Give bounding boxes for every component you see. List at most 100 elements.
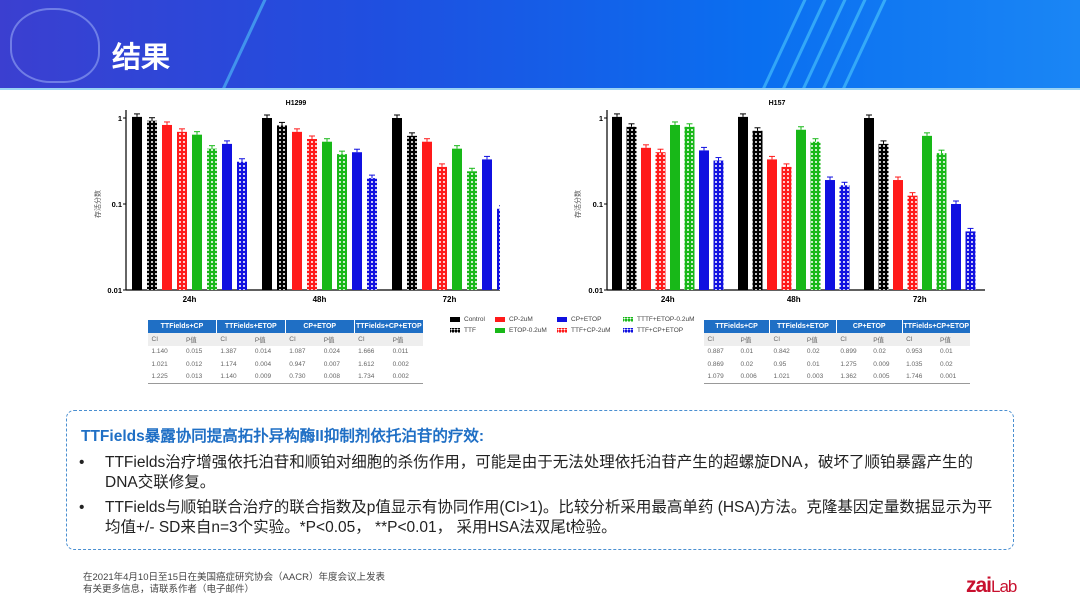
table-row: 1.079 0.006 1.021 0.003 1.362 0.005 1.746 0.001 (703, 370, 970, 384)
table-header: TTFields+CP (702, 320, 770, 333)
bar-ttf-cp-etop (497, 208, 500, 290)
table-header: TTFields+CP+ETOP (901, 320, 970, 333)
bar-cp-etop (222, 143, 232, 290)
bar-control (262, 118, 272, 290)
legend-label: TTF (464, 327, 476, 334)
chart-legend: Control CP-2uM CP+ETOP TTTF+ETOP-0.2uM TTF ET… (450, 316, 710, 334)
bar-etop-0-2um (322, 141, 332, 290)
y-tick-label: 1 (118, 114, 122, 123)
table-cell: 0.869 (707, 360, 724, 368)
bar-control (738, 116, 748, 290)
ci-table-h157: TTFields+CP TTFields+ETOP CP+ETOP TTFields+… (702, 320, 971, 384)
x-tick-label: 72h (913, 295, 927, 304)
bar-cp-2um (767, 159, 777, 290)
footer-note: 在2021年4月10日至15日在美国癌症研究协会（AACR）年度会议上发表 有关… (83, 572, 385, 596)
legend-item: Control (450, 316, 495, 323)
bar-ttf (626, 126, 637, 290)
table-subheader: CI (147, 333, 182, 346)
table-cell: 1.387 (220, 348, 237, 356)
table-cell: 1.612 (358, 360, 375, 368)
bar-cp-etop (699, 150, 709, 290)
bar-ttf-cp-etop (237, 161, 247, 290)
bar-control (612, 116, 622, 290)
legend-item: CP+ETOP (557, 316, 623, 323)
x-tick-label: 24h (183, 295, 197, 304)
table-cell: 0.02 (806, 348, 820, 356)
table-cell: 1.746 (902, 370, 937, 384)
table-cell: 0.001 (936, 370, 970, 384)
table-header: TTFields+ETOP (769, 320, 837, 333)
table-cell: 1.140 (151, 348, 168, 356)
divider (0, 88, 1080, 90)
table-cell: 0.012 (185, 360, 203, 368)
chart-h157: H157 存活分数 1 0.1 0.01 24h 48h 72h (573, 100, 985, 304)
bar-ttf-cp-2um (177, 131, 187, 290)
legend-item: ETOP-0.2uM (495, 327, 557, 334)
bar-ttf-cp-2um (781, 166, 792, 290)
bar-cp-etop (482, 159, 492, 290)
table-cell: 0.002 (388, 370, 423, 384)
table-cell: 0.887 (707, 348, 724, 356)
legend-swatch (557, 317, 567, 322)
table-cell: 1.734 (354, 370, 389, 384)
table-row: 1.140 0.015 1.387 0.014 1.087 0.024 1.666 0.011 (148, 346, 424, 359)
table-cell: 0.007 (323, 360, 340, 368)
table-cell: 0.01 (940, 348, 953, 356)
bar-ttf (752, 130, 763, 290)
table-cell: 0.005 (869, 370, 903, 384)
table-cell: 0.02 (940, 360, 953, 368)
summary-title: TTFields暴露协同提高拓扑异构酶II抑制剂依托泊苷的疗效: (81, 428, 485, 445)
chart-title: H1299 (286, 100, 307, 107)
bar-control (132, 116, 142, 290)
table-subheader: CI (216, 333, 251, 346)
bar-control (864, 118, 874, 290)
table-cell: 1.079 (703, 370, 737, 384)
table-cell: 1.140 (216, 370, 251, 384)
y-axis-label: 存活分数 (573, 190, 582, 218)
bar-etop-0-2um (796, 129, 806, 290)
legend-swatch (450, 317, 460, 322)
bar-cp-2um (641, 147, 651, 290)
table-cell: 1.666 (358, 348, 375, 356)
table-subheader: P值 (869, 333, 903, 346)
bar-tttf-etop-0-2um (207, 148, 217, 290)
legend-label: CP+ETOP (571, 316, 602, 323)
table-subheader: CI (703, 333, 737, 346)
bar-ttf-cp-etop (713, 160, 724, 290)
bar-tttf-etop-0-2um (684, 126, 695, 290)
bar-control (392, 118, 402, 290)
table-row: 0.869 0.02 0.95 0.01 1.275 0.009 1.035 0.02 (704, 358, 971, 371)
legend-swatch (623, 328, 633, 333)
table-subheader: P值 (802, 333, 837, 346)
table-subheader-row: CI P值 CI P值 CI P值 CI P值 (147, 333, 423, 346)
table-cell: 1.035 (906, 360, 923, 368)
chart-h1299: H1299 存活分数 1 0.1 0.01 24h 48h 72h (93, 100, 500, 304)
table-subheader-row: CI P值 CI P值 CI P值 CI P值 (703, 333, 970, 346)
table-cell: 0.01 (806, 360, 820, 368)
legend-item: TTF+CP-2uM (557, 327, 623, 334)
y-tick-label: 0.1 (112, 200, 122, 209)
bar-ttf-cp-2um (437, 166, 447, 290)
table-subheader: P值 (250, 333, 286, 346)
legend-label: ETOP-0.2uM (509, 327, 547, 334)
y-axis-label: 存活分数 (93, 190, 102, 218)
legend-item: TTF (450, 327, 495, 334)
bar-ttf (277, 125, 287, 290)
legend-label: TTTF+ETOP-0.2uM (637, 316, 695, 323)
legend-swatch (557, 328, 567, 333)
bar-tttf-etop-0-2um (337, 154, 347, 290)
bullet-text: TTFields与顺铂联合治疗的联合指数及p值显示有协同作用(CI>1)。比较分… (105, 499, 993, 536)
table-cell: 0.01 (740, 348, 754, 356)
table-header-row: TTFields+CP TTFields+ETOP CP+ETOP TTFields+… (702, 320, 970, 333)
x-tick-label: 72h (443, 295, 457, 304)
table-subheader: CI (902, 333, 937, 346)
bar-ttf-cp-2um (655, 152, 666, 290)
table-cell: 0.95 (773, 360, 787, 368)
table-cell: 1.021 (151, 360, 168, 368)
table-header: CP+ETOP (284, 320, 355, 333)
bar-cp-2um (292, 131, 302, 290)
table-header: TTFields+CP+ETOP (353, 320, 423, 333)
table-cell: 1.362 (836, 370, 870, 384)
table-header: CP+ETOP (835, 320, 903, 333)
x-tick-label: 48h (787, 295, 801, 304)
